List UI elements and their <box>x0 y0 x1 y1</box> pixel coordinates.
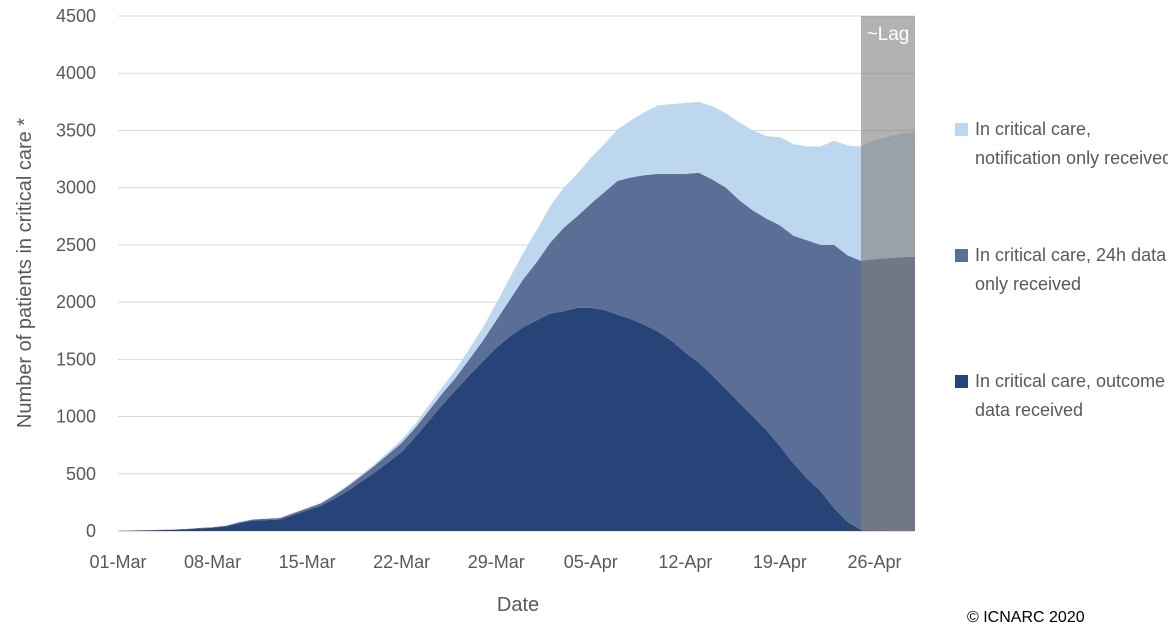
y-tick-label: 3000 <box>56 178 96 198</box>
y-tick-label: 0 <box>86 521 96 541</box>
legend-label-notification: In critical care, notification only rece… <box>975 119 1168 168</box>
y-axis-title: Number of patients in critical care * <box>14 118 36 428</box>
x-tick-label: 26-Apr <box>847 552 901 572</box>
y-tick-label: 1000 <box>56 407 96 427</box>
x-tick-label: 15-Mar <box>279 552 336 572</box>
legend-swatch-notification <box>955 123 968 136</box>
legend-label-24h: In critical care, 24h data only received <box>975 245 1167 294</box>
y-tick-label: 500 <box>66 464 96 484</box>
x-tick-label: 12-Apr <box>658 552 712 572</box>
x-tick-label: 01-Mar <box>89 552 146 572</box>
legend-item-24h: In critical care, 24h data only received <box>955 241 1168 299</box>
area-series-0 <box>118 307 915 531</box>
x-tick-label: 05-Apr <box>564 552 618 572</box>
legend-swatch-outcome <box>955 375 968 388</box>
x-tick-label: 22-Mar <box>373 552 430 572</box>
y-tick-label: 1500 <box>56 349 96 369</box>
copyright-notice: © ICNARC 2020 <box>967 609 1085 626</box>
legend-label-outcome: In critical care, outcome data received <box>975 371 1166 420</box>
y-tick-label: 2500 <box>56 235 96 255</box>
y-tick-label: 4500 <box>56 6 96 26</box>
stacked-areas <box>118 101 915 532</box>
lag-band: ~Lag <box>860 16 915 531</box>
x-axis-title: Date <box>497 594 539 616</box>
y-axis-ticks: 0 500 1000 1500 2000 2500 3000 3500 4000 4500 <box>56 6 96 541</box>
area-series-2 <box>118 101 915 531</box>
lag-label: ~Lag <box>867 24 910 45</box>
y-tick-label: 3500 <box>56 120 96 140</box>
area-series-1 <box>118 172 915 532</box>
y-tick-label: 4000 <box>56 63 96 83</box>
y-tick-label: 2000 <box>56 292 96 312</box>
lag-overlay <box>860 16 915 531</box>
legend-item-outcome: In critical care, outcome data received <box>955 367 1168 425</box>
x-axis-ticks: 01-Mar 08-Mar 15-Mar 22-Mar 29-Mar 05-Apr 12-A… <box>89 552 901 572</box>
legend-swatch-24h <box>955 249 968 262</box>
x-tick-label: 08-Mar <box>184 552 241 572</box>
x-tick-label: 29-Mar <box>468 552 525 572</box>
x-tick-label: 19-Apr <box>753 552 807 572</box>
legend-item-notification: In critical care, notification only rece… <box>955 115 1168 173</box>
